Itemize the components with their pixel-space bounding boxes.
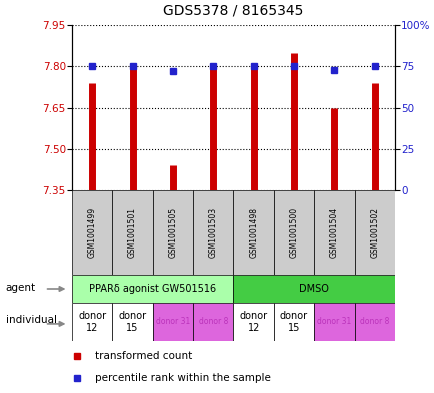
Text: donor 31: donor 31 [155, 318, 190, 327]
Text: individual: individual [6, 315, 56, 325]
Text: donor 31: donor 31 [316, 318, 351, 327]
Bar [72, 190, 112, 275]
Bar [152, 190, 193, 275]
Text: donor 8: donor 8 [198, 318, 227, 327]
Text: GSM1001503: GSM1001503 [208, 207, 217, 258]
Bar [112, 303, 152, 341]
Bar [72, 303, 112, 341]
Bar [72, 275, 233, 303]
Bar [112, 190, 152, 275]
Bar [233, 303, 273, 341]
Bar [152, 303, 193, 341]
Text: GSM1001504: GSM1001504 [329, 207, 338, 258]
Bar [313, 190, 354, 275]
Text: donor 8: donor 8 [359, 318, 388, 327]
Text: donor
12: donor 12 [78, 311, 106, 333]
Text: DMSO: DMSO [299, 284, 329, 294]
Bar [354, 303, 394, 341]
Text: donor
12: donor 12 [239, 311, 267, 333]
Text: donor
15: donor 15 [279, 311, 307, 333]
Text: PPARδ agonist GW501516: PPARδ agonist GW501516 [89, 284, 216, 294]
Text: GSM1001499: GSM1001499 [88, 207, 96, 258]
Bar [313, 303, 354, 341]
Bar [193, 303, 233, 341]
Bar [273, 303, 313, 341]
Text: GSM1001505: GSM1001505 [168, 207, 177, 258]
Text: GDS5378 / 8165345: GDS5378 / 8165345 [163, 3, 303, 17]
Text: GSM1001501: GSM1001501 [128, 207, 137, 258]
Text: agent: agent [6, 283, 36, 293]
Bar [273, 190, 313, 275]
Text: GSM1001502: GSM1001502 [369, 207, 378, 258]
Text: transformed count: transformed count [95, 351, 192, 360]
Text: GSM1001498: GSM1001498 [249, 207, 258, 258]
Bar [354, 190, 394, 275]
Bar [233, 275, 394, 303]
Bar [233, 190, 273, 275]
Bar [193, 190, 233, 275]
Text: percentile rank within the sample: percentile rank within the sample [95, 373, 270, 384]
Text: donor
15: donor 15 [118, 311, 146, 333]
Text: GSM1001500: GSM1001500 [289, 207, 298, 258]
